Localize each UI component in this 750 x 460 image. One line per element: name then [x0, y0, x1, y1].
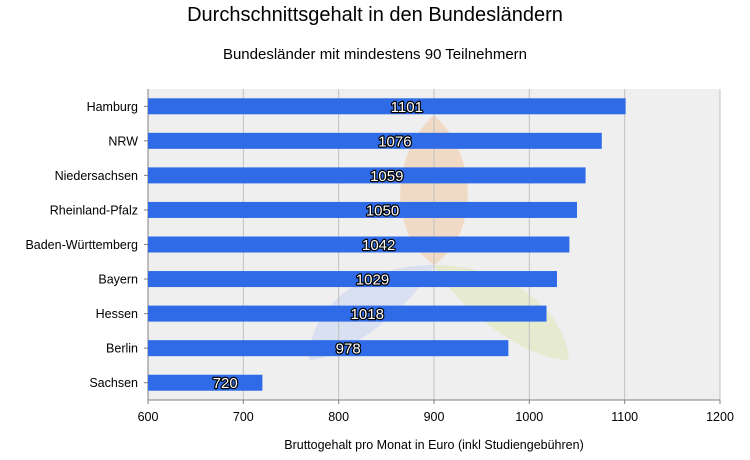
- bar: [148, 132, 602, 149]
- data-label: 1042: [362, 237, 395, 254]
- bar: [148, 305, 547, 322]
- x-tick-label: 900: [424, 410, 445, 424]
- y-tick-label: Baden-Württemberg: [25, 238, 138, 252]
- bar: [148, 236, 570, 253]
- bar: [148, 271, 557, 288]
- bar: [148, 167, 586, 184]
- data-label: 720: [213, 375, 238, 392]
- y-tick-label: NRW: [108, 134, 138, 148]
- plot-area: 600 700 800 900 1000 1100 1200 Hamburg 1101 NRW 10…: [25, 89, 734, 424]
- x-tick-label: 700: [233, 410, 254, 424]
- x-tick-label: 600: [138, 410, 159, 424]
- data-label: 1018: [351, 306, 384, 323]
- x-tick-label: 1200: [706, 410, 734, 424]
- data-label: 1029: [356, 272, 389, 289]
- y-tick-label: Hessen: [96, 307, 138, 321]
- y-tick-label: Bayern: [98, 273, 138, 287]
- y-tick-label: Rheinland-Pfalz: [50, 203, 138, 217]
- data-label: 1076: [378, 133, 411, 150]
- y-tick-label: Hamburg: [87, 100, 138, 114]
- bar: [148, 374, 263, 391]
- x-tick-label: 1100: [611, 410, 638, 424]
- y-tick-label: Sachsen: [89, 376, 138, 390]
- data-label: 1050: [366, 202, 399, 219]
- data-label: 978: [336, 341, 361, 358]
- bar: [148, 98, 626, 115]
- bar: [148, 340, 509, 357]
- chart-title: Durchschnittsgehalt in den Bundesländern: [187, 4, 563, 26]
- x-tick-label: 1000: [515, 410, 543, 424]
- data-label: 1101: [391, 99, 423, 116]
- data-label: 1059: [370, 168, 403, 185]
- y-tick-label: Berlin: [106, 342, 138, 356]
- chart-subtitle: Bundesländer mit mindestens 90 Teilnehme…: [222, 46, 528, 63]
- x-axis-label: Bruttogehalt pro Monat in Euro (inkl Stu…: [284, 438, 584, 452]
- x-tick-label: 800: [328, 410, 349, 424]
- bar: [148, 201, 577, 218]
- y-tick-label: Niedersachsen: [55, 169, 138, 183]
